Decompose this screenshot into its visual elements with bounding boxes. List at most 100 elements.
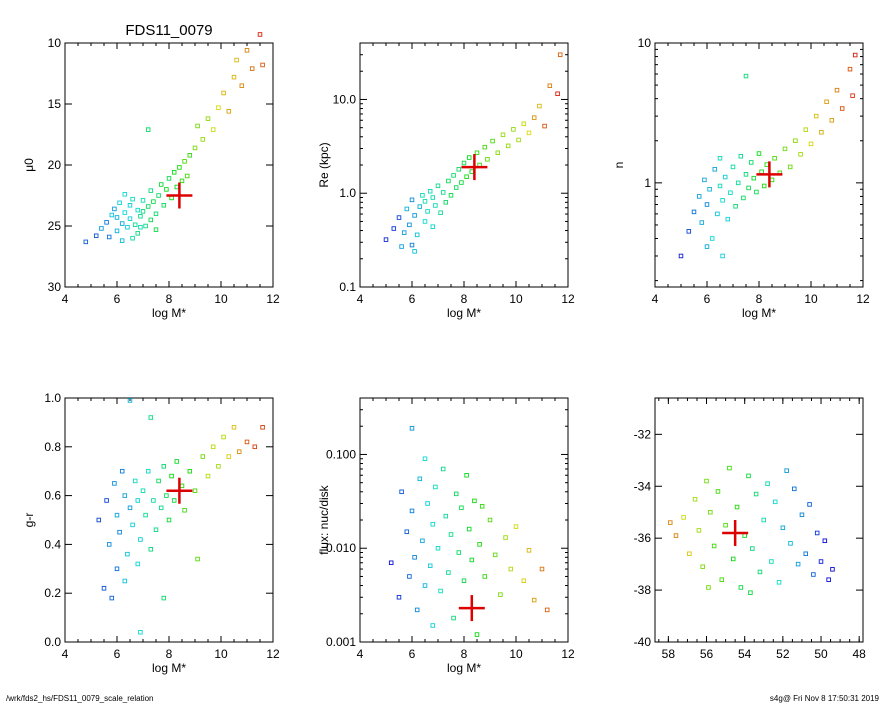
data-point xyxy=(156,478,161,484)
x-tick-label: 8 xyxy=(461,292,468,306)
data-point xyxy=(148,188,154,193)
data-point xyxy=(184,173,190,179)
data-point xyxy=(743,73,749,79)
data-point xyxy=(440,190,446,195)
data-point xyxy=(161,203,167,208)
data-point xyxy=(125,224,130,230)
x-tick-label: 8 xyxy=(166,292,173,306)
data-point xyxy=(404,206,410,212)
data-point xyxy=(158,505,164,511)
data-point xyxy=(114,512,120,518)
data-point xyxy=(236,449,242,454)
footer-stamp: s4g@ Fri Nov 8 17:50:31 2019 xyxy=(769,694,879,703)
data-point xyxy=(127,203,133,208)
data-point xyxy=(819,130,824,135)
data-point xyxy=(668,520,673,525)
data-point xyxy=(409,508,415,514)
data-point xyxy=(738,585,744,590)
x-tick-label: 6 xyxy=(704,292,711,306)
data-point xyxy=(122,493,128,498)
data-point xyxy=(127,505,133,511)
x-tick-label: 50 xyxy=(814,647,828,661)
data-point xyxy=(746,473,751,479)
data-point xyxy=(446,178,451,184)
data-point xyxy=(422,199,428,204)
data-point xyxy=(422,583,428,588)
data-point xyxy=(409,197,415,203)
data-point xyxy=(850,93,855,98)
data-point xyxy=(130,235,135,241)
data-point xyxy=(96,517,102,523)
data-point xyxy=(187,152,193,158)
data-point xyxy=(792,486,797,492)
data-point xyxy=(704,244,710,249)
data-point xyxy=(104,220,109,225)
data-point xyxy=(433,484,438,490)
data-point xyxy=(759,169,764,175)
data-point xyxy=(498,592,503,597)
data-point xyxy=(135,207,141,213)
x-tick-label: 12 xyxy=(561,292,575,306)
data-point xyxy=(409,242,415,248)
panel-4: 4 6 8 10 12 0.0 0.2 0.4 0.6 0.8 1.0 log M* g-r xyxy=(22,391,280,675)
data-point xyxy=(453,185,459,190)
y-tick-label: -38 xyxy=(634,583,652,597)
data-point xyxy=(210,127,216,132)
y-tick-label: 0.100 xyxy=(326,447,356,461)
data-point xyxy=(482,144,488,150)
data-point xyxy=(158,182,164,187)
data-point xyxy=(751,175,757,181)
data-point xyxy=(257,32,263,37)
x-tick-label: 10 xyxy=(509,292,523,306)
data-point xyxy=(182,507,187,513)
data-point xyxy=(101,586,107,591)
data-point xyxy=(138,213,143,219)
x-tick-label: 10 xyxy=(214,647,228,661)
data-point xyxy=(784,468,789,473)
data-point xyxy=(469,557,475,563)
data-point xyxy=(722,174,728,180)
data-point xyxy=(692,496,698,502)
data-point xyxy=(117,529,122,535)
data-point xyxy=(754,189,759,195)
data-point xyxy=(780,525,786,531)
data-point xyxy=(772,155,777,161)
data-point xyxy=(696,194,702,199)
data-point xyxy=(730,556,736,562)
data-point xyxy=(673,533,679,538)
y-tick-label: 10.0 xyxy=(333,92,357,106)
data-point xyxy=(479,504,485,509)
y-tick-label: 1.0 xyxy=(339,186,356,200)
y-tick-label: 0.8 xyxy=(44,440,61,454)
data-point xyxy=(803,127,809,132)
data-point xyxy=(112,481,117,486)
data-point xyxy=(388,560,394,566)
x-tick-label: 8 xyxy=(166,647,173,661)
data-point xyxy=(99,226,104,231)
data-point xyxy=(106,234,112,240)
data-point xyxy=(438,210,443,215)
y-tick-label: 0.4 xyxy=(44,537,61,551)
data-point xyxy=(466,526,472,532)
x-axis-label: log M* xyxy=(447,306,481,320)
data-point xyxy=(733,204,738,209)
data-point xyxy=(140,488,146,493)
data-point xyxy=(122,578,128,584)
data-point xyxy=(448,532,454,537)
data-point xyxy=(708,509,713,515)
data-point xyxy=(122,192,128,197)
data-point xyxy=(156,193,161,198)
data-point xyxy=(474,632,480,637)
data-point xyxy=(681,515,686,520)
data-point xyxy=(153,211,159,217)
data-point xyxy=(205,473,211,479)
data-point xyxy=(239,83,245,88)
plot-frame xyxy=(654,42,864,288)
data-point xyxy=(446,570,451,575)
x-tick-label: 54 xyxy=(738,647,752,661)
data-point xyxy=(125,551,130,557)
data-point xyxy=(699,220,705,225)
data-point xyxy=(748,160,754,165)
data-point xyxy=(511,127,516,132)
data-point xyxy=(464,473,469,478)
